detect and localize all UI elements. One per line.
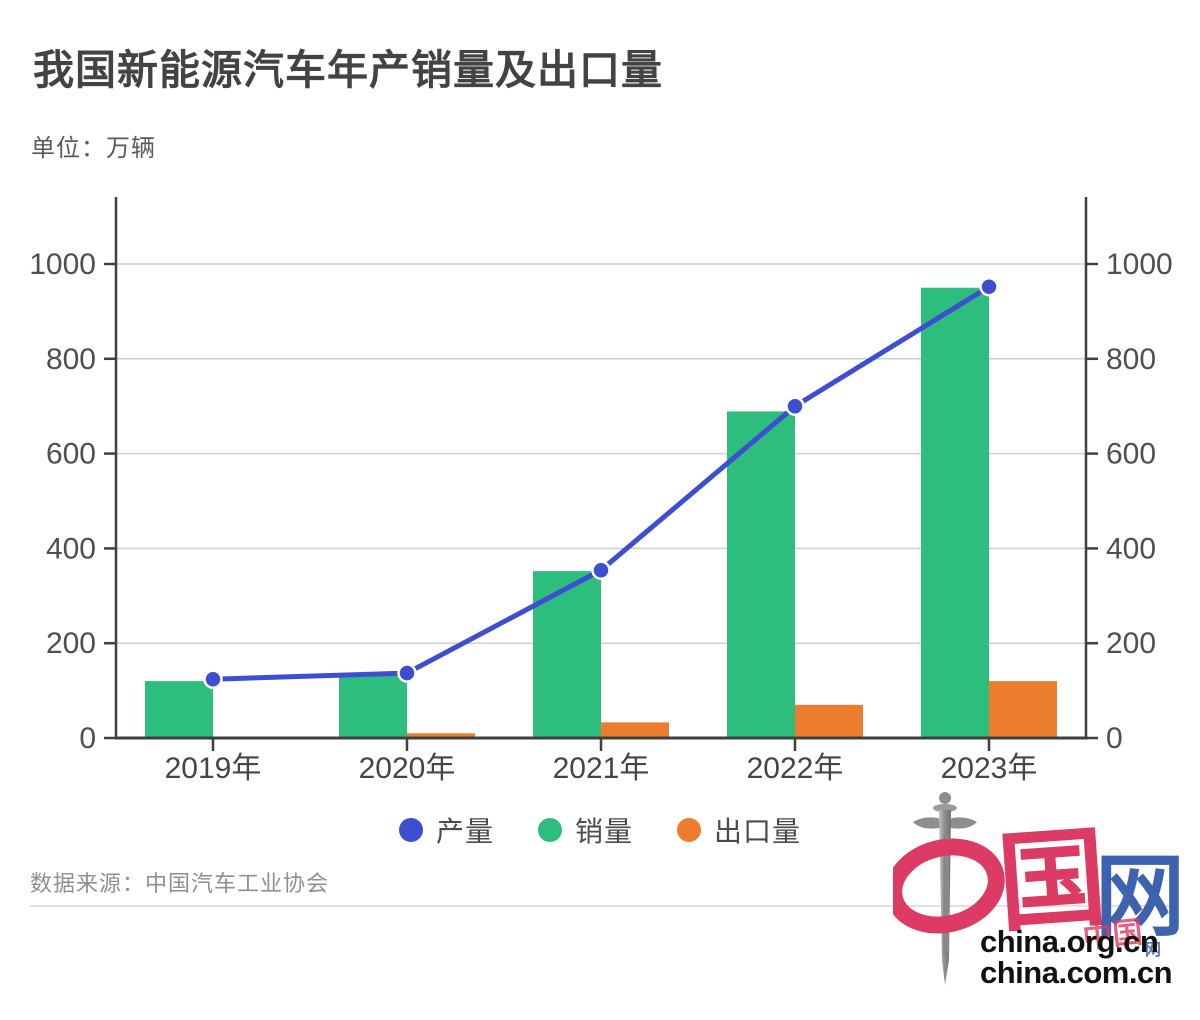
y-tick-label-left: 0 — [79, 722, 96, 755]
unit-label: 单位：万辆 — [31, 135, 156, 162]
legend-item-出口量[interactable]: 出口量 — [677, 810, 801, 850]
point-产量-2019年[interactable] — [203, 669, 223, 689]
y-tick-label-left: 800 — [46, 343, 96, 376]
bar-销量-2021年[interactable] — [533, 571, 601, 738]
x-category-label: 2022年 — [747, 752, 844, 785]
legend-label: 销量 — [574, 816, 633, 847]
point-产量-2023年[interactable] — [979, 277, 999, 297]
legend-item-销量[interactable]: 销量 — [537, 810, 633, 850]
y-tick-label-right: 400 — [1106, 532, 1156, 565]
legend-dot-icon — [537, 818, 562, 842]
legend-dot-icon — [677, 818, 701, 842]
y-tick-label-left: 400 — [46, 532, 96, 565]
legend-item-产量[interactable]: 产量 — [398, 810, 494, 850]
bar-出口量-2020年[interactable] — [407, 733, 475, 738]
logo-domain-com: china.com.cn — [980, 955, 1172, 990]
y-tick-label-right: 800 — [1106, 343, 1156, 376]
bar-销量-2022年[interactable] — [727, 411, 795, 738]
legend-label: 产量 — [435, 816, 494, 847]
bar-销量-2023年[interactable] — [921, 287, 989, 738]
y-tick-label-right: 1000 — [1106, 248, 1173, 281]
y-tick-label-left: 600 — [46, 438, 96, 471]
point-产量-2022年[interactable] — [785, 396, 805, 416]
footer-divider — [30, 905, 1170, 907]
x-category-label: 2021年 — [553, 752, 650, 785]
bar-销量-2020年[interactable] — [339, 673, 407, 738]
legend-dot-icon — [398, 818, 423, 842]
x-category-label: 2023年 — [941, 752, 1038, 785]
chart-legend: 产量 销量 出口量 — [0, 810, 1200, 850]
mini-seal-text: 中国 — [1081, 916, 1144, 955]
y-tick-label-left: 200 — [46, 627, 96, 660]
legend-label: 出口量 — [714, 816, 802, 847]
y-tick-label-right: 200 — [1106, 627, 1156, 660]
bar-出口量-2021年[interactable] — [601, 722, 669, 738]
bar-出口量-2023年[interactable] — [989, 681, 1057, 738]
data-source-label: 数据来源：中国汽车工业协会 — [30, 871, 330, 896]
mini-seal-wang: 网 — [1145, 941, 1161, 959]
brand-zhong-ring — [893, 838, 1005, 934]
x-category-label: 2019年 — [165, 752, 262, 785]
logo-domain-org: china.org.cn — [980, 924, 1158, 959]
bar-销量-2019年[interactable] — [145, 681, 213, 738]
x-category-label: 2020年 — [359, 752, 456, 785]
y-tick-label-left: 1000 — [29, 248, 96, 281]
brand-wang-char: 网 — [1095, 847, 1185, 947]
point-产量-2021年[interactable] — [591, 560, 611, 580]
chart: 0 0 200 200 400 400 600 600 800 800 1000 1000 2019年 2… — [29, 197, 1173, 785]
brand-guo-char: 国 — [994, 816, 1110, 944]
y-tick-label-right: 0 — [1106, 722, 1123, 755]
y-tick-label-right: 600 — [1106, 438, 1156, 471]
china-org-cn-logo: 国 网 中国 网 china.org.cn china.com.cn — [893, 792, 1185, 990]
bar-出口量-2022年[interactable] — [795, 704, 863, 738]
pillar-icon — [913, 792, 977, 985]
point-产量-2020年[interactable] — [397, 663, 417, 683]
page-title: 我国新能源汽车年产销量及出口量 — [33, 47, 663, 93]
